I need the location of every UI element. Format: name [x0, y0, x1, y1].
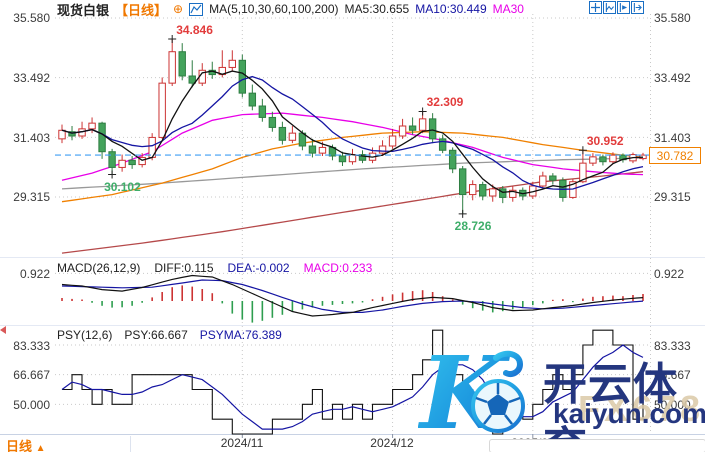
- psy-axis-label: 66.667: [13, 368, 50, 382]
- panel-collapse-icon[interactable]: [0, 326, 6, 334]
- period-selector-label: 日线: [6, 439, 33, 452]
- scale-y-axis-icon[interactable]: [603, 1, 616, 14]
- x-axis-date-label: 2024/11: [220, 436, 264, 450]
- period-selector[interactable]: 日线 ▲: [6, 436, 46, 452]
- ma30-value-label: MA30: [492, 2, 524, 16]
- psyma-value-label: PSYMA:76.389: [199, 328, 282, 342]
- y-axis-label: 35.580: [654, 11, 691, 25]
- ma5-value-label: MA5:30.655: [344, 2, 410, 16]
- ma10-value-label: MA10:30.449: [415, 2, 487, 16]
- macd-value-label: MACD:0.233: [303, 261, 373, 275]
- horizontal-scrollbar[interactable]: [489, 439, 705, 452]
- ma-settings-label: MA(5,10,30,60,100,200): [209, 2, 339, 16]
- period-tag[interactable]: 【日线】: [115, 2, 168, 18]
- chevron-up-icon: ▲: [35, 443, 46, 452]
- y-axis-label: 31.403: [13, 131, 50, 145]
- macd-title[interactable]: MACD(26,12,9): [57, 261, 141, 275]
- psy-title[interactable]: PSY(12,6): [57, 328, 113, 342]
- chart-header: 现货白银 【日线】 ⊕ MA(5,10,30,60,100,200) MA5:3…: [57, 1, 524, 18]
- y-axis-label: 29.315: [654, 190, 691, 204]
- footer-divider: [130, 436, 131, 452]
- y-axis-label: 29.315: [13, 190, 50, 204]
- psy-axis-label: 50.000: [654, 398, 691, 412]
- macd-axis-label: 0.922: [19, 267, 50, 281]
- price-annotation: 28.726: [454, 218, 492, 233]
- symbol-name: 现货白银: [57, 2, 110, 18]
- macd-dea-label: DEA:-0.002: [227, 261, 290, 275]
- macd-diff-label: DIFF:0.115: [154, 261, 214, 275]
- price-annotation: 32.309: [426, 95, 464, 110]
- psy-axis-label: 66.667: [654, 368, 691, 382]
- y-axis-label: 33.492: [654, 71, 691, 85]
- add-indicator-icon[interactable]: ⊕: [173, 2, 184, 16]
- crosshair-icon[interactable]: [589, 1, 602, 14]
- y-axis-label: 35.580: [13, 11, 50, 25]
- psy-axis-label: 83.333: [13, 339, 50, 353]
- psy-axis-label: 50.000: [13, 398, 50, 412]
- y-axis-label: 31.403: [654, 131, 691, 145]
- price-annotation: 30.952: [586, 134, 624, 149]
- y-axis-label: 33.492: [13, 71, 50, 85]
- price-annotation: 30.102: [104, 179, 141, 194]
- goto-latest-icon[interactable]: [631, 1, 644, 14]
- psy-header: PSY(12,6) PSY:66.667 PSYMA:76.389: [57, 328, 282, 342]
- psy-value-label: PSY:66.667: [124, 328, 188, 342]
- price-annotation: 34.846: [176, 22, 213, 37]
- chart-type-icon[interactable]: [189, 2, 204, 16]
- pan-chart-icon[interactable]: [617, 1, 630, 14]
- current-price-badge: 30.782: [649, 147, 701, 164]
- chart-toolbar: [589, 1, 644, 14]
- macd-axis-label: 0.922: [654, 267, 685, 281]
- psy-axis-label: 83.333: [654, 339, 691, 353]
- macd-header: MACD(26,12,9) DIFF:0.115 DEA:-0.002 MACD…: [57, 261, 372, 275]
- x-axis-date-label: 2024/12: [370, 436, 414, 450]
